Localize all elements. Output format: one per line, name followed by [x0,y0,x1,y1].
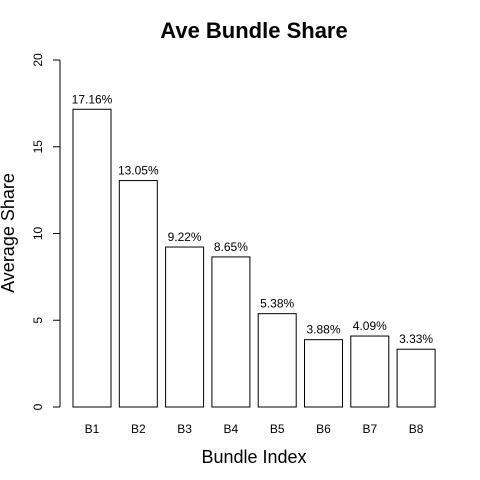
x-category-label: B4 [224,422,239,436]
bars-group [72,108,436,408]
x-axis-label: Bundle Index [201,447,306,467]
x-category-label: B5 [270,422,285,436]
data-labels-group: 17.16% 13.05% 9.22% 8.65% 5.38% 3.88% 4.09% 3.3… [72,92,434,346]
x-category-label: B2 [131,422,146,436]
bar [396,348,436,408]
bar [165,246,205,408]
y-tick-label: 5 [31,317,45,324]
y-tick-label: 0 [31,403,45,410]
bar-data-label: 8.65% [214,240,248,254]
bar-data-label: 17.16% [72,92,113,106]
bar-data-label: 13.05% [118,164,159,178]
y-axis: 0 5 10 15 20 [31,53,61,410]
x-category-label: B8 [409,422,424,436]
bar [118,180,158,408]
chart-title: Ave Bundle Share [160,18,347,43]
x-category-label: B7 [362,422,377,436]
x-category-labels: B1 B2 B3 B4 B5 B6 B7 B8 [85,422,424,436]
bar [72,108,112,408]
bar [350,335,390,408]
y-axis-label: Average Share [0,173,18,293]
bar [257,313,297,408]
bar-data-label: 3.88% [306,323,340,337]
x-category-label: B3 [177,422,192,436]
bar-data-label: 4.09% [353,319,387,333]
bar-data-label: 5.38% [260,297,294,311]
x-category-label: B1 [85,422,100,436]
bar-data-label: 9.22% [168,230,202,244]
bar [211,256,251,408]
bar [304,339,343,408]
y-tick-label: 20 [31,53,45,67]
bar-data-label: 3.33% [399,332,433,346]
y-tick-label: 10 [31,227,45,241]
y-tick-label: 15 [31,140,45,154]
x-category-label: B6 [316,422,331,436]
